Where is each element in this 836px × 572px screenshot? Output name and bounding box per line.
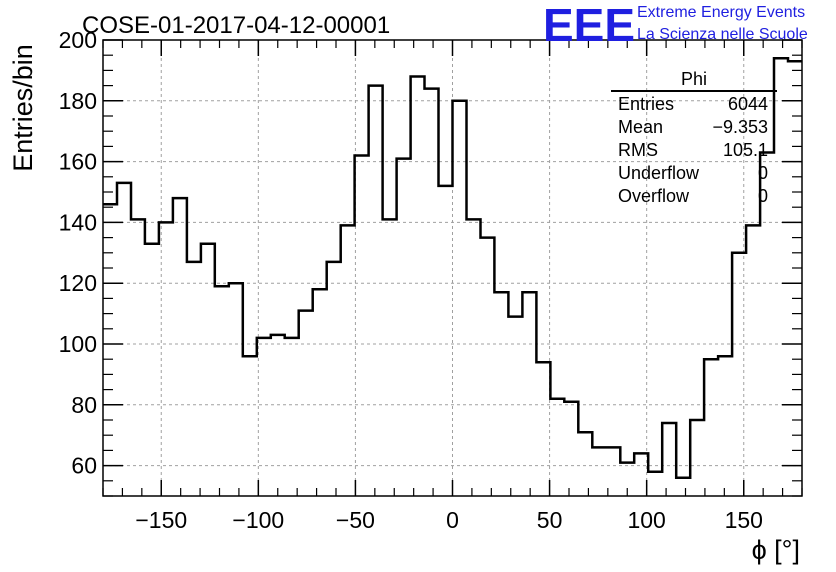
histogram-bin (215, 286, 229, 496)
x-tick-label: 0 (446, 507, 459, 533)
tick-label-layer: −150 −100 −50 0 50 100 150 60 80 100 120 140 160 180 2… (59, 27, 763, 533)
histogram-bin (662, 423, 676, 496)
histogram-bin (578, 432, 592, 496)
histogram-bin (285, 338, 299, 496)
y-tick-label: 200 (59, 27, 97, 53)
eee-logo-line1: Extreme Energy Events (637, 4, 805, 21)
stats-box: Phi Entries 6044 Mean −9.353 RMS 105.1 U… (611, 69, 777, 206)
stats-value-overflow: 0 (758, 186, 768, 206)
histogram-bin (592, 447, 606, 496)
histogram-bin (299, 311, 313, 496)
y-tick-label: 160 (59, 149, 97, 175)
histogram-bin (117, 183, 131, 496)
histogram-bin (704, 359, 718, 496)
stats-value-entries: 6044 (728, 94, 768, 114)
histogram-bin (341, 225, 355, 496)
histogram-bin (788, 61, 802, 496)
x-tick-label: 100 (627, 507, 665, 533)
eee-logo-mark: EEE (543, 0, 635, 51)
histogram-bin (480, 238, 494, 496)
y-tick-label: 140 (59, 209, 97, 235)
x-tick-label: −150 (135, 507, 187, 533)
y-tick-label: 100 (59, 331, 97, 357)
histogram-bin (145, 244, 159, 496)
histogram-bin (746, 225, 760, 496)
histogram-bin (383, 219, 397, 496)
x-tick-label: −50 (336, 507, 375, 533)
y-axis-label: Entries/bin (8, 44, 38, 172)
histogram-bin (257, 338, 271, 496)
histogram-bin (201, 244, 215, 496)
histogram-bin (774, 58, 788, 496)
chart-title: COSE-01-2017-04-12-00001 (82, 12, 390, 39)
histogram-bin (173, 198, 187, 496)
histogram-bin (453, 101, 467, 496)
y-tick-label: 120 (59, 270, 97, 296)
histogram-bin (648, 472, 662, 496)
stats-label-underflow: Underflow (618, 163, 700, 183)
histogram-bin (243, 356, 257, 496)
histogram-bin (103, 204, 117, 496)
histogram-bin (397, 159, 411, 496)
histogram-bin (466, 219, 480, 496)
histogram-bin (439, 186, 453, 496)
stats-label-rms: RMS (618, 140, 658, 160)
stats-value-underflow: 0 (758, 163, 768, 183)
histogram-bin (690, 420, 704, 496)
x-tick-label: 50 (537, 507, 563, 533)
histogram-bin (131, 219, 145, 496)
tick-layer (102, 39, 803, 497)
histogram-line (103, 56, 802, 480)
histogram-bin (369, 86, 383, 496)
histogram-bin (732, 253, 746, 496)
histogram-bin (327, 262, 341, 496)
histogram-bin (271, 335, 285, 496)
y-tick-label: 180 (59, 88, 97, 114)
histogram-bin (564, 402, 578, 496)
stats-label-mean: Mean (618, 117, 663, 137)
histogram-bin (425, 89, 439, 496)
histogram-bin (536, 362, 550, 496)
stats-value-rms: 105.1 (723, 140, 768, 160)
y-tick-label: 80 (71, 392, 97, 418)
y-tick-label: 60 (71, 453, 97, 479)
histogram-bin (550, 399, 564, 496)
stats-value-mean: −9.353 (712, 117, 768, 137)
eee-logo: EEE Extreme Energy Events La Scienza nel… (543, 0, 808, 51)
x-tick-label: −100 (232, 507, 284, 533)
x-axis-label: ϕ [°] (752, 535, 800, 565)
eee-logo-line2: La Scienza nelle Scuole (637, 26, 808, 43)
histogram-bin (411, 76, 425, 496)
stats-label-entries: Entries (618, 94, 674, 114)
stats-label-overflow: Overflow (618, 186, 690, 206)
histogram-bin (676, 478, 690, 496)
histogram-bin (508, 317, 522, 496)
histogram-bin (187, 262, 201, 496)
histogram-bin (229, 283, 243, 496)
x-tick-label: 150 (725, 507, 763, 533)
histogram-bin (313, 289, 327, 496)
histogram-bin (355, 156, 369, 496)
stats-box-name: Phi (681, 69, 707, 89)
histogram-bin (718, 356, 732, 496)
